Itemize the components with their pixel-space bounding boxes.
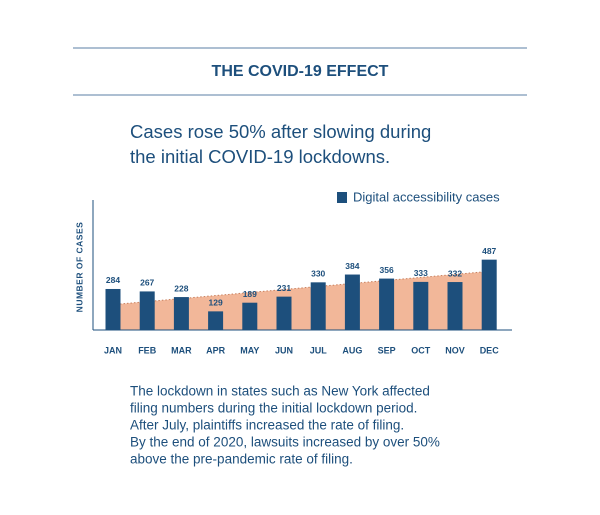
value-label: 330 xyxy=(311,269,325,279)
value-label: 333 xyxy=(414,268,428,278)
subtitle: the initial COVID-19 lockdowns. xyxy=(130,146,390,167)
bar xyxy=(379,278,395,330)
chart-title: THE COVID-19 EFFECT xyxy=(212,63,389,80)
legend-label: Digital accessibility cases xyxy=(353,189,500,204)
x-tick-label: MAR xyxy=(171,345,192,355)
note-line: filing numbers during the initial lockdo… xyxy=(130,401,417,416)
note-line: above the pre-pandemic rate of filing. xyxy=(130,452,353,467)
bar xyxy=(344,274,360,330)
note-line: After July, plaintiffs increased the rat… xyxy=(130,418,404,433)
x-tick-label: AUG xyxy=(342,345,362,355)
value-label: 231 xyxy=(277,283,291,293)
bar xyxy=(242,302,258,330)
value-label: 129 xyxy=(209,298,223,308)
value-label: 384 xyxy=(345,261,359,271)
value-label: 189 xyxy=(243,289,257,299)
value-label: 487 xyxy=(482,246,496,256)
bar xyxy=(310,282,326,330)
x-tick-label: NOV xyxy=(445,345,465,355)
notes: The lockdown in states such as New York … xyxy=(130,384,440,467)
y-axis-label: NUMBER OF CASES xyxy=(74,222,84,313)
bar xyxy=(447,282,463,330)
value-label: 267 xyxy=(140,278,154,288)
value-label: 332 xyxy=(448,268,462,278)
bar xyxy=(105,288,121,330)
subtitle: Cases rose 50% after slowing during xyxy=(130,121,431,142)
x-tick-label: DEC xyxy=(480,345,500,355)
bar xyxy=(139,291,155,330)
value-label: 228 xyxy=(174,283,188,293)
bar xyxy=(481,259,497,330)
x-tick-label: JAN xyxy=(104,345,122,355)
bar xyxy=(413,281,429,330)
x-tick-label: APR xyxy=(206,345,226,355)
value-label: 356 xyxy=(380,265,394,275)
x-tick-label: OCT xyxy=(411,345,431,355)
x-tick-label: FEB xyxy=(138,345,157,355)
value-label: 284 xyxy=(106,275,120,285)
note-line: By the end of 2020, lawsuits increased b… xyxy=(130,435,440,450)
bar xyxy=(208,311,224,330)
note-line: The lockdown in states such as New York … xyxy=(130,384,430,399)
x-tick-label: SEP xyxy=(378,345,396,355)
x-tick-label: JUL xyxy=(310,345,328,355)
bar xyxy=(276,296,292,330)
bar xyxy=(173,297,189,330)
x-tick-label: JUN xyxy=(275,345,293,355)
x-tick-label: MAY xyxy=(240,345,259,355)
legend-swatch xyxy=(337,192,347,203)
